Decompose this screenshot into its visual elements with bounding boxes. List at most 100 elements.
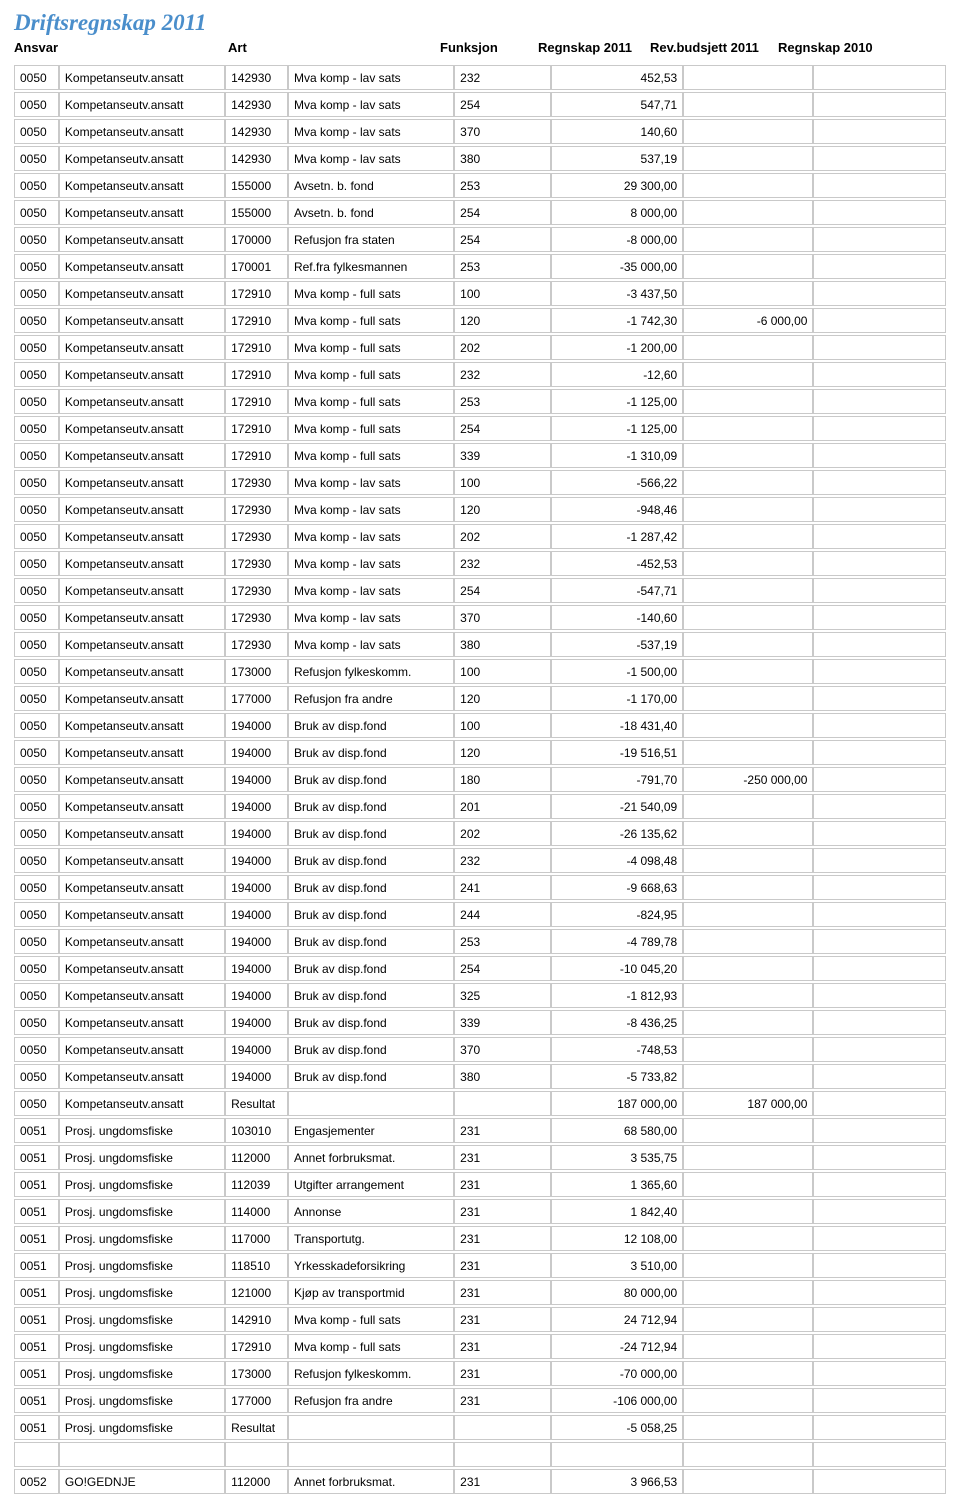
table-cell: 231	[454, 1469, 551, 1494]
table-cell: 172910	[225, 362, 288, 387]
table-cell	[14, 1442, 59, 1467]
table-cell	[683, 443, 813, 468]
table-cell	[813, 1388, 946, 1413]
table-cell: 244	[454, 902, 551, 927]
table-cell: -1 742,30	[551, 308, 684, 333]
table-cell: -250 000,00	[683, 767, 813, 792]
table-cell: 0050	[14, 713, 59, 738]
table-cell: 253	[454, 929, 551, 954]
table-cell	[813, 119, 946, 144]
table-cell	[683, 1442, 813, 1467]
table-cell: 0051	[14, 1361, 59, 1386]
table-cell	[813, 1334, 946, 1359]
table-row: 0050Kompetanseutv.ansatt177000Refusjon f…	[14, 686, 946, 711]
table-cell: Transportutg.	[288, 1226, 454, 1251]
table-cell: Resultat	[225, 1091, 288, 1116]
table-cell: 0050	[14, 335, 59, 360]
table-cell: 194000	[225, 983, 288, 1008]
table-cell	[813, 605, 946, 630]
table-cell	[813, 1199, 946, 1224]
table-cell: 0050	[14, 983, 59, 1008]
table-cell: 103010	[225, 1118, 288, 1143]
table-cell: 100	[454, 713, 551, 738]
table-row: 0050Kompetanseutv.ansattResultat187 000,…	[14, 1091, 946, 1116]
table-row: 0050Kompetanseutv.ansatt142930Mva komp -…	[14, 65, 946, 90]
table-cell: 0050	[14, 1010, 59, 1035]
table-cell: Bruk av disp.fond	[288, 767, 454, 792]
table-cell: 0051	[14, 1145, 59, 1170]
table-cell: 172910	[225, 389, 288, 414]
table-cell	[683, 821, 813, 846]
table-cell: 254	[454, 92, 551, 117]
table-cell: Kompetanseutv.ansatt	[59, 1091, 225, 1116]
table-cell: 0051	[14, 1280, 59, 1305]
table-cell	[813, 1064, 946, 1089]
table-cell: -10 045,20	[551, 956, 684, 981]
table-cell	[683, 1469, 813, 1494]
table-cell	[683, 470, 813, 495]
table-cell: -1 812,93	[551, 983, 684, 1008]
table-cell: 231	[454, 1118, 551, 1143]
table-cell: Kompetanseutv.ansatt	[59, 1037, 225, 1062]
table-cell	[683, 1361, 813, 1386]
table-cell: 112039	[225, 1172, 288, 1197]
table-cell: -5 733,82	[551, 1064, 684, 1089]
table-cell	[683, 1064, 813, 1089]
header-art: Art	[228, 40, 440, 55]
table-cell: 0052	[14, 1469, 59, 1494]
table-cell: Mva komp - full sats	[288, 308, 454, 333]
table-cell	[813, 1280, 946, 1305]
table-row: 0051Prosj. ungdomsfiske117000Transportut…	[14, 1226, 946, 1251]
table-cell: Engasjementer	[288, 1118, 454, 1143]
table-row: 0051Prosj. ungdomsfiske112000Annet forbr…	[14, 1145, 946, 1170]
table-cell: 173000	[225, 659, 288, 684]
table-cell: 172910	[225, 335, 288, 360]
table-cell: 231	[454, 1334, 551, 1359]
table-cell: 120	[454, 308, 551, 333]
table-cell: Refusjon fra staten	[288, 227, 454, 252]
table-cell: 172930	[225, 470, 288, 495]
table-cell: 254	[454, 200, 551, 225]
table-cell: 0051	[14, 1253, 59, 1278]
table-row: 0050Kompetanseutv.ansatt142930Mva komp -…	[14, 92, 946, 117]
table-cell: 100	[454, 470, 551, 495]
table-cell: Kompetanseutv.ansatt	[59, 470, 225, 495]
table-cell: 0050	[14, 551, 59, 576]
table-cell: Refusjon fra andre	[288, 1388, 454, 1413]
table-cell: Kompetanseutv.ansatt	[59, 794, 225, 819]
table-cell	[683, 200, 813, 225]
table-cell	[683, 1253, 813, 1278]
table-cell: 0051	[14, 1172, 59, 1197]
table-row: 0051Prosj. ungdomsfiske173000Refusjon fy…	[14, 1361, 946, 1386]
table-cell	[813, 1415, 946, 1440]
table-cell: Mva komp - full sats	[288, 1307, 454, 1332]
table-cell: 0050	[14, 956, 59, 981]
table-cell: 112000	[225, 1469, 288, 1494]
table-cell: Kompetanseutv.ansatt	[59, 956, 225, 981]
table-cell: Mva komp - lav sats	[288, 551, 454, 576]
table-cell	[683, 254, 813, 279]
table-row: 0051Prosj. ungdomsfiske121000Kjøp av tra…	[14, 1280, 946, 1305]
table-cell	[683, 1334, 813, 1359]
table-cell: Kompetanseutv.ansatt	[59, 254, 225, 279]
table-cell: 202	[454, 524, 551, 549]
table-cell: 24 712,94	[551, 1307, 684, 1332]
table-row: 0050Kompetanseutv.ansatt172930Mva komp -…	[14, 551, 946, 576]
table-cell: -1 287,42	[551, 524, 684, 549]
table-cell: Kompetanseutv.ansatt	[59, 929, 225, 954]
table-cell: Mva komp - lav sats	[288, 632, 454, 657]
table-cell: 172930	[225, 632, 288, 657]
table-cell: Resultat	[225, 1415, 288, 1440]
table-cell	[813, 983, 946, 1008]
table-cell: 0050	[14, 929, 59, 954]
table-cell: 0050	[14, 92, 59, 117]
table-cell: 0050	[14, 1037, 59, 1062]
table-row: 0050Kompetanseutv.ansatt194000Bruk av di…	[14, 902, 946, 927]
table-cell: 121000	[225, 1280, 288, 1305]
table-cell	[683, 1172, 813, 1197]
table-row: 0050Kompetanseutv.ansatt194000Bruk av di…	[14, 821, 946, 846]
page-title: Driftsregnskap 2011	[14, 10, 946, 36]
table-cell: 142930	[225, 65, 288, 90]
table-cell: Bruk av disp.fond	[288, 740, 454, 765]
table-cell: Utgifter arrangement	[288, 1172, 454, 1197]
